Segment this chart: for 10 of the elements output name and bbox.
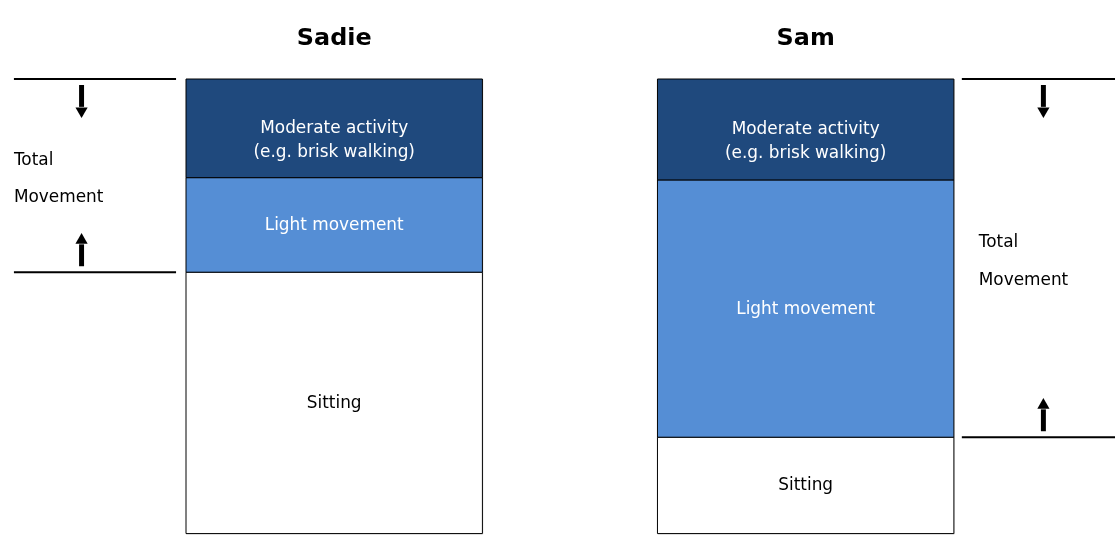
series-label: Light movement (736, 297, 876, 318)
series-label: Moderate activity (e.g. brisk walking) (724, 118, 887, 163)
text: Total Movement (977, 231, 1069, 289)
text: Total Movement (12, 148, 104, 207)
series-label: Moderate activity (e.g. brisk walking) (253, 117, 415, 162)
chart-title: Sadie (296, 23, 372, 52)
series-label: Sitting (306, 391, 362, 412)
series-label: Light movement (264, 213, 405, 234)
chart-title: Sam (776, 23, 835, 52)
series-label: Sitting (778, 474, 834, 495)
